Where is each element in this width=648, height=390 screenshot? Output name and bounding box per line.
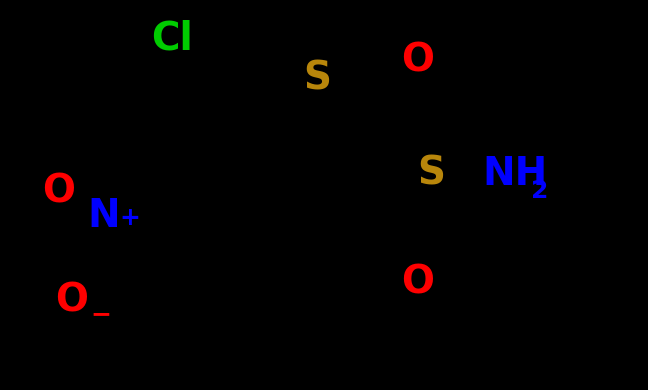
Text: Cl: Cl — [151, 20, 192, 58]
Text: O: O — [402, 41, 434, 80]
Text: +: + — [119, 206, 140, 230]
Text: S: S — [417, 154, 445, 193]
Text: S: S — [303, 59, 332, 97]
Text: N: N — [87, 197, 120, 236]
Text: NH: NH — [483, 154, 548, 193]
Text: O: O — [55, 281, 87, 319]
Text: O: O — [42, 172, 75, 210]
Text: −: − — [90, 302, 111, 326]
Text: 2: 2 — [531, 179, 549, 203]
Text: O: O — [402, 264, 434, 302]
